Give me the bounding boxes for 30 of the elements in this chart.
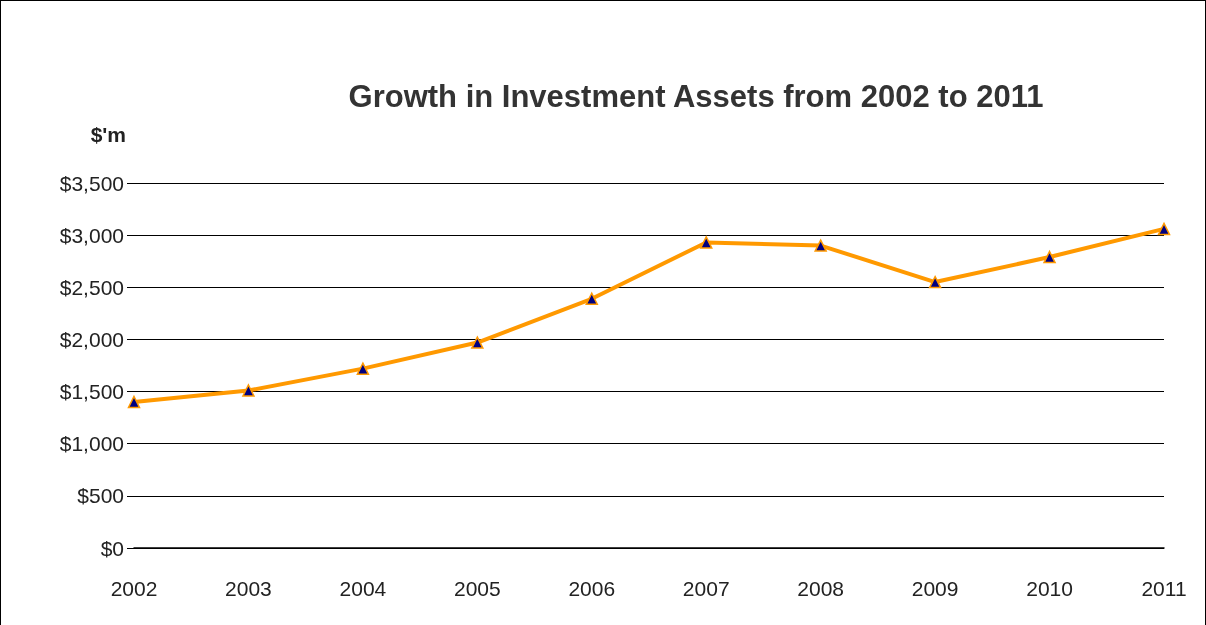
point <box>814 239 827 252</box>
x-tick-label: 2005 <box>453 577 501 600</box>
chart-title: Growth in Investment Assets from 2002 to 2011 <box>348 79 1044 114</box>
point <box>928 275 942 289</box>
x-tick-label: 2011 <box>1141 577 1187 600</box>
x-tick-label: 2008 <box>797 577 845 600</box>
x-tick-label: 2004 <box>339 577 387 600</box>
x-tick-label: 2009 <box>911 577 959 600</box>
point <box>1157 222 1171 236</box>
y-tick-label: $500 <box>77 484 124 508</box>
point <box>585 292 599 306</box>
y-tick-label: $3,000 <box>59 223 124 247</box>
point <box>699 236 713 249</box>
y-tick-label: $2,000 <box>59 327 124 351</box>
y-tick-label: $0 <box>100 536 124 560</box>
y-tick-label: $3,500 <box>59 171 124 195</box>
point <box>242 384 255 397</box>
y-tick-label: $1,000 <box>59 432 124 456</box>
x-tick-label: 2002 <box>110 577 158 600</box>
y-axis-title: $'m <box>90 123 126 146</box>
x-tick-label: 2003 <box>225 577 272 600</box>
point <box>356 362 370 375</box>
x-tick-label: 2010 <box>1026 577 1073 600</box>
point <box>471 336 484 349</box>
y-tick-label: $2,500 <box>59 275 124 299</box>
point <box>127 395 141 409</box>
point <box>1043 250 1056 264</box>
x-tick-label: 2006 <box>568 577 616 600</box>
y-tick-label: $1,500 <box>59 380 124 404</box>
x-tick-label: 2007 <box>682 577 730 600</box>
